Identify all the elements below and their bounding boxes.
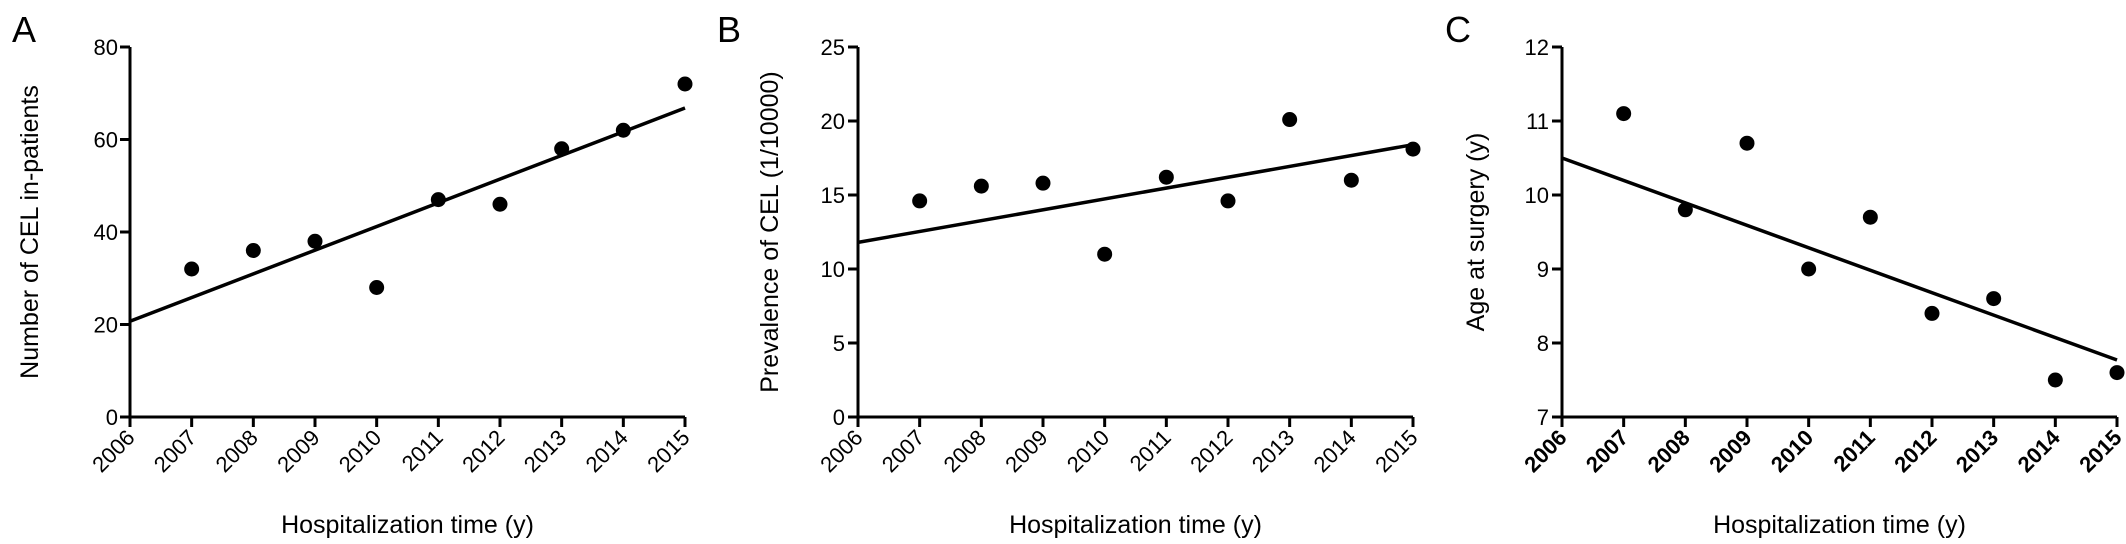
y-axis-title: Prevalence of CEL (1/10000): [756, 71, 784, 392]
data-point: [554, 141, 570, 157]
x-tick-label: 2007: [1581, 425, 1633, 477]
data-point: [307, 233, 323, 249]
data-point: [2047, 372, 2063, 388]
y-tick-label: 25: [821, 35, 845, 60]
y-tick-label: 10: [821, 257, 845, 282]
data-point: [1924, 305, 1940, 321]
x-tick-label: 2012: [1185, 425, 1237, 477]
x-tick-label: 2011: [1828, 425, 1879, 476]
x-tick-label: 2006: [815, 425, 867, 477]
x-tick-label: 2010: [334, 425, 386, 477]
x-tick-label: 2014: [2013, 424, 2066, 477]
data-point: [677, 76, 693, 92]
trend-line: [1561, 156, 2118, 362]
data-point: [1739, 135, 1755, 151]
x-tick-label: 2011: [397, 425, 448, 476]
data-point: [1801, 261, 1817, 277]
y-tick-label: 20: [821, 109, 845, 134]
data-point: [973, 178, 989, 194]
y-tick-label: 11: [1526, 109, 1549, 134]
x-tick-label: 2008: [939, 425, 991, 477]
x-tick-label: 2013: [519, 425, 571, 477]
panel-letter: B: [717, 9, 741, 50]
y-tick-label: 12: [1525, 35, 1549, 60]
x-tick-label: 2010: [1062, 425, 1114, 477]
x-tick-label: 2008: [1643, 425, 1695, 477]
data-point: [1986, 291, 2002, 307]
x-tick-label: 2012: [1889, 425, 1941, 477]
y-tick-label: 0: [833, 405, 845, 430]
data-point: [1677, 202, 1693, 218]
y-tick-label: 5: [833, 331, 845, 356]
y-axis-title: Age at surgery (y): [1462, 133, 1490, 332]
x-tick-label: 2015: [1370, 425, 1422, 477]
x-tick-label: 2007: [149, 425, 201, 477]
y-tick-label: 8: [1537, 331, 1549, 356]
y-tick-label: 7: [1537, 405, 1549, 430]
data-point: [1097, 246, 1113, 262]
x-tick-label: 2013: [1951, 425, 2003, 477]
data-point: [615, 122, 631, 138]
x-tick-label: 2009: [1000, 425, 1052, 477]
data-point: [369, 280, 385, 295]
x-tick-label: 2014: [1309, 425, 1361, 477]
x-tick-label: 2011: [1125, 425, 1176, 476]
x-tick-label: 2008: [211, 425, 263, 477]
x-tick-label: 2015: [2074, 425, 2126, 477]
y-tick-label: 9: [1537, 257, 1549, 282]
data-point: [1035, 175, 1051, 191]
x-tick-label: 2006: [1519, 425, 1571, 477]
trend-line: [129, 106, 686, 323]
data-point: [492, 196, 508, 212]
x-tick-label: 2007: [877, 425, 929, 477]
y-tick-label: 15: [821, 183, 845, 208]
x-tick-label: 2010: [1766, 425, 1818, 477]
data-point: [2109, 365, 2125, 381]
x-tick-label: 2015: [642, 425, 694, 477]
x-axis-title: Hospitalization time (y): [1713, 511, 1966, 539]
y-tick-label: 40: [94, 220, 118, 245]
panel-letter: A: [12, 9, 36, 50]
data-point: [1220, 193, 1236, 209]
data-point: [912, 193, 928, 209]
data-point: [184, 261, 200, 277]
x-axis-title: Hospitalization time (y): [1009, 511, 1262, 539]
data-point: [1158, 169, 1174, 185]
x-tick-label: 2012: [457, 425, 509, 477]
data-point: [1343, 172, 1359, 188]
data-point: [1862, 209, 1878, 225]
y-tick-label: 0: [106, 405, 118, 430]
trend-line: [857, 142, 1414, 245]
x-axis-title: Hospitalization time (y): [281, 511, 534, 539]
data-point: [430, 192, 446, 208]
y-tick-label: 60: [94, 128, 118, 153]
x-tick-label: 2006: [87, 425, 139, 477]
y-tick-label: 20: [94, 313, 118, 338]
y-axis-title: Number of CEL in-patients: [16, 85, 44, 379]
x-tick-label: 2009: [272, 425, 324, 477]
x-tick-label: 2009: [1704, 425, 1756, 477]
y-tick-label: 10: [1525, 183, 1549, 208]
y-tick-label: 80: [94, 35, 118, 60]
data-point: [245, 243, 261, 258]
data-point: [1282, 112, 1298, 128]
panel-letter: C: [1445, 9, 1471, 50]
x-tick-label: 2013: [1247, 425, 1299, 477]
data-point: [1616, 106, 1632, 122]
x-tick-label: 2014: [581, 425, 633, 477]
data-point: [1405, 141, 1421, 157]
